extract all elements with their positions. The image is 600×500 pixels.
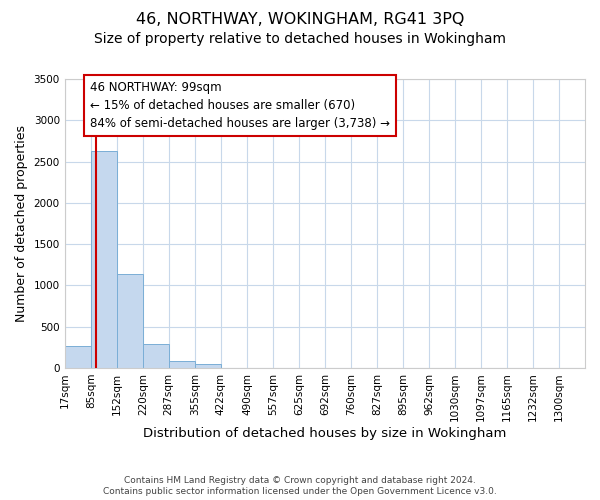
- Bar: [116, 274, 143, 368]
- X-axis label: Distribution of detached houses by size in Wokingham: Distribution of detached houses by size …: [143, 427, 506, 440]
- Text: 46, NORTHWAY, WOKINGHAM, RG41 3PQ: 46, NORTHWAY, WOKINGHAM, RG41 3PQ: [136, 12, 464, 28]
- Text: Size of property relative to detached houses in Wokingham: Size of property relative to detached ho…: [94, 32, 506, 46]
- Bar: [143, 344, 169, 368]
- Bar: [169, 361, 195, 368]
- Text: 46 NORTHWAY: 99sqm
← 15% of detached houses are smaller (670)
84% of semi-detach: 46 NORTHWAY: 99sqm ← 15% of detached hou…: [90, 80, 390, 130]
- Bar: [65, 346, 91, 368]
- Bar: [91, 151, 116, 368]
- Y-axis label: Number of detached properties: Number of detached properties: [15, 125, 28, 322]
- Bar: [195, 364, 221, 368]
- Text: Contains public sector information licensed under the Open Government Licence v3: Contains public sector information licen…: [103, 488, 497, 496]
- Text: Contains HM Land Registry data © Crown copyright and database right 2024.: Contains HM Land Registry data © Crown c…: [124, 476, 476, 485]
